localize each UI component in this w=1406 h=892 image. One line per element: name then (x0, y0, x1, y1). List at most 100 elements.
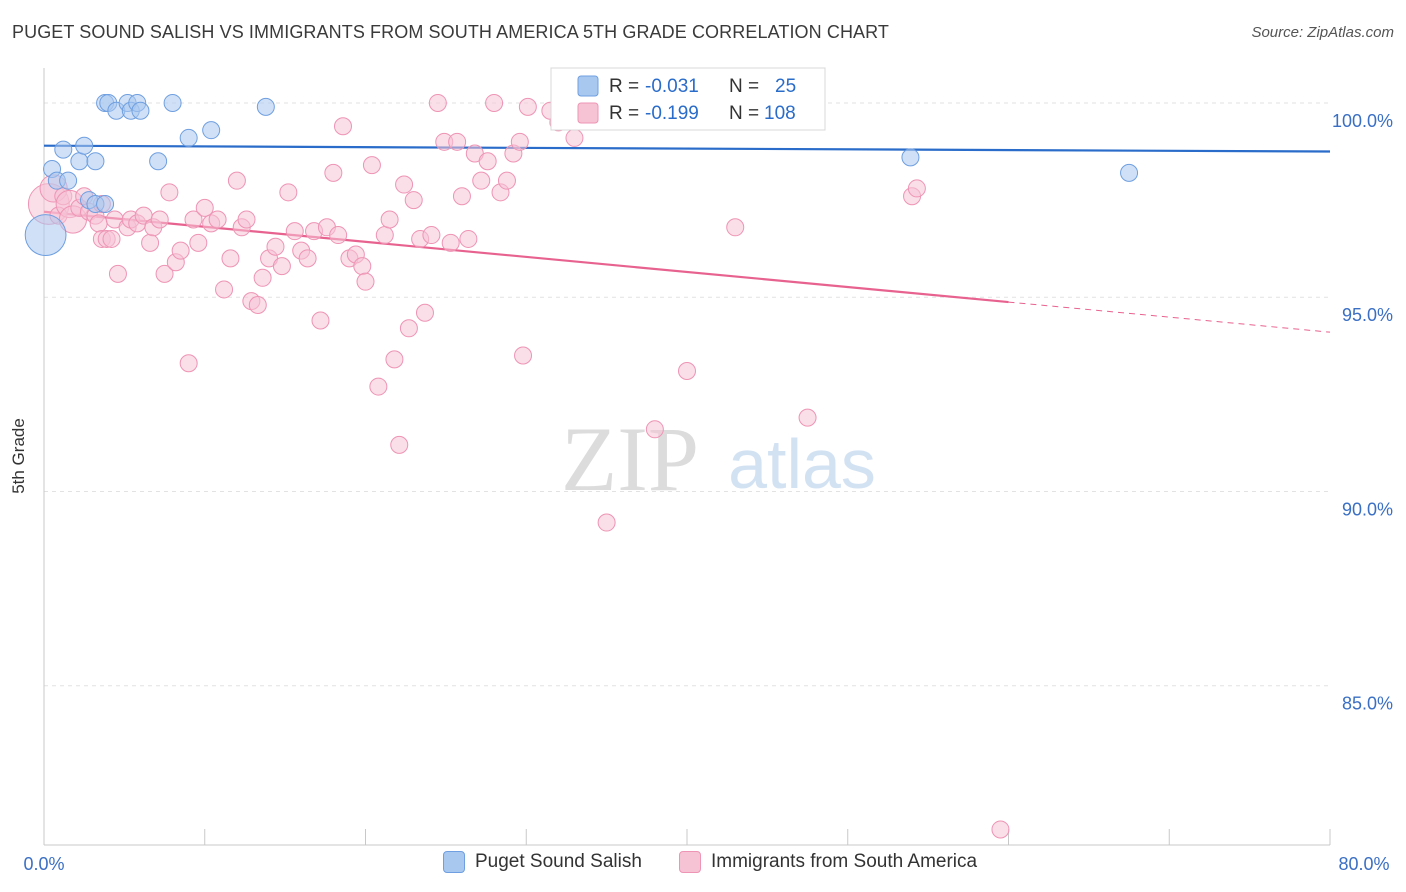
legend-r-value-1: -0.031 (645, 76, 699, 97)
point-south-america (189, 233, 208, 252)
point-south-america (369, 377, 388, 396)
legend-swatch-south-america (577, 102, 599, 124)
legend-swatch-salish (577, 75, 599, 97)
point-south-america (279, 183, 298, 202)
legend-n-value-2: 108 (764, 103, 796, 124)
point-south-america (311, 311, 330, 330)
point-south-america (208, 210, 227, 229)
point-south-america (150, 210, 169, 229)
point-south-america (171, 241, 190, 260)
point-south-america (237, 210, 256, 229)
point-south-america (266, 237, 285, 256)
point-salish (24, 214, 67, 256)
x-tick-label-max: 80.0% (1338, 854, 1389, 874)
point-south-america (390, 435, 409, 454)
chart-title: PUGET SOUND SALISH VS IMMIGRANTS FROM SO… (12, 22, 890, 42)
point-south-america (399, 319, 418, 338)
point-south-america (485, 93, 504, 112)
point-south-america (184, 210, 203, 229)
source-label: Source: ZipAtlas.com (1251, 24, 1394, 41)
series-legend-label-south-america: Immigrants from South America (711, 851, 978, 872)
point-south-america (991, 820, 1010, 839)
point-salish (202, 121, 221, 140)
point-south-america (272, 257, 291, 276)
point-salish (86, 152, 105, 171)
point-south-america (395, 175, 414, 194)
point-salish (163, 93, 182, 112)
series-legend-item-salish[interactable]: Puget Sound Salish (443, 851, 642, 873)
y-tick-labels: 100.0% 95.0% 90.0% 85.0% (1332, 111, 1393, 714)
point-south-america (415, 303, 434, 322)
point-salish (256, 97, 275, 116)
point-south-america (452, 187, 471, 206)
x-axis-ticks (43, 829, 1331, 845)
trend-line-extension-1 (1008, 301, 1331, 333)
point-south-america (404, 191, 423, 210)
y-tick-label: 95.0% (1342, 305, 1393, 325)
point-south-america (356, 272, 375, 291)
legend-r-label-1: R = (609, 76, 639, 97)
watermark-atlas: atlas (728, 425, 876, 503)
legend-r-label-2: R = (609, 103, 639, 124)
legend: R = -0.031 N = 25 R = -0.199 N = 108 (550, 67, 826, 131)
point-south-america (353, 257, 372, 276)
y-tick-label: 100.0% (1332, 111, 1393, 131)
point-south-america (428, 93, 447, 112)
point-salish (149, 152, 168, 171)
point-salish (131, 101, 150, 120)
point-south-america (298, 249, 317, 268)
point-south-america (518, 97, 537, 116)
point-south-america (362, 156, 381, 175)
point-south-america (448, 132, 467, 151)
point-south-america (329, 226, 348, 245)
point-south-america (155, 264, 174, 283)
point-south-america (510, 132, 529, 151)
watermark: ZIP atlas (561, 408, 876, 510)
point-south-america (422, 226, 441, 245)
x-tick-label-min: 0.0% (23, 854, 64, 874)
y-tick-label: 85.0% (1342, 694, 1393, 714)
point-south-america (459, 229, 478, 248)
legend-r-value-2: -0.199 (645, 103, 699, 124)
point-south-america (141, 233, 160, 252)
point-south-america (179, 354, 198, 373)
point-south-america (380, 210, 399, 229)
point-salish (901, 148, 920, 167)
legend-n-label-1: N = (729, 76, 759, 97)
point-south-america (285, 222, 304, 241)
point-south-america (478, 152, 497, 171)
series-swatch-salish (443, 851, 465, 873)
y-axis-label: 5th Grade (9, 418, 28, 494)
point-south-america (565, 128, 584, 147)
point-south-america (108, 264, 127, 283)
series-legend: Puget Sound Salish Immigrants from South… (0, 851, 1406, 879)
point-south-america (597, 513, 616, 532)
legend-n-label-2: N = (729, 103, 759, 124)
point-south-america (907, 179, 926, 198)
series-swatch-south-america (679, 851, 701, 873)
point-south-america (221, 249, 240, 268)
y-tick-label: 90.0% (1342, 499, 1393, 519)
point-south-america (324, 163, 343, 182)
point-south-america (248, 295, 267, 314)
point-salish (70, 152, 89, 171)
point-south-america (195, 198, 214, 217)
point-south-america (102, 229, 121, 248)
point-salish (59, 171, 78, 190)
point-south-america (89, 214, 108, 233)
point-south-america (472, 171, 491, 190)
series-legend-label-salish: Puget Sound Salish (475, 851, 642, 872)
point-south-america (645, 420, 664, 439)
point-salish (179, 128, 198, 147)
point-south-america (385, 350, 404, 369)
point-south-america (497, 171, 516, 190)
point-south-america (798, 408, 817, 427)
point-salish (75, 136, 94, 155)
point-south-america (514, 346, 533, 365)
point-south-america (227, 171, 246, 190)
trend-line-0 (43, 144, 1331, 153)
point-south-america (160, 183, 179, 202)
point-salish (54, 140, 73, 159)
series-legend-item-south-america[interactable]: Immigrants from South America (679, 851, 977, 873)
